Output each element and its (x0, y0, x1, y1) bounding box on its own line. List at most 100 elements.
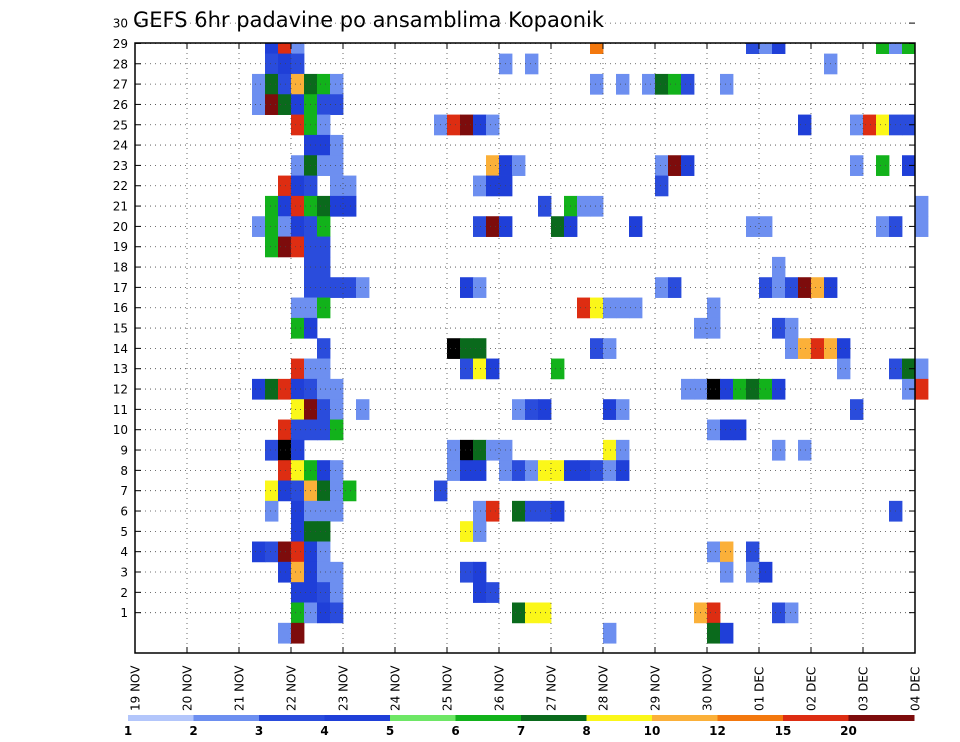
heatmap-cell (265, 216, 279, 237)
heatmap-cell (707, 378, 721, 400)
heatmap-cell (330, 73, 344, 95)
heatmap-cell (317, 155, 331, 176)
heatmap-cells (252, 43, 929, 644)
y-tick-label: 10 (113, 423, 128, 437)
x-tick-label: 27 NOV (545, 665, 559, 711)
heatmap-cell (291, 114, 305, 136)
heatmap-cell (473, 561, 487, 583)
heatmap-cell (291, 216, 305, 237)
y-tick-label: 9 (120, 444, 128, 458)
heatmap-cell (902, 358, 916, 380)
heatmap-cell (603, 460, 617, 481)
heatmap-cell (278, 622, 292, 644)
heatmap-cell (772, 378, 786, 400)
heatmap-cell (538, 399, 552, 420)
heatmap-cell (603, 338, 617, 359)
heatmap-cell (265, 94, 279, 115)
heatmap-cell (915, 195, 929, 217)
heatmap-cell (772, 439, 786, 461)
y-tick-label: 14 (113, 342, 128, 356)
heatmap-cell (343, 195, 357, 217)
heatmap-cell (317, 521, 331, 542)
heatmap-cell (616, 297, 630, 319)
colorbar-label: 8 (582, 724, 590, 738)
heatmap-cell (265, 53, 279, 75)
heatmap-cell (876, 43, 890, 54)
heatmap-cell (291, 460, 305, 481)
colorbar-label: 20 (840, 724, 857, 738)
x-tick-label: 22 NOV (285, 665, 299, 711)
x-tick-label: 02 DEC (805, 667, 819, 711)
heatmap-cell (811, 338, 825, 359)
y-tick-label: 20 (113, 220, 128, 234)
axis-ticks: 1234567891011121314151617181920212223242… (113, 17, 923, 711)
heatmap-cell (317, 602, 331, 624)
heatmap-cell (525, 602, 539, 624)
heatmap-cell (707, 419, 721, 441)
heatmap-cell (291, 73, 305, 95)
heatmap-cell (642, 73, 656, 95)
heatmap-cell (460, 460, 474, 481)
heatmap-cell (720, 561, 734, 583)
heatmap-cell (707, 297, 721, 319)
heatmap-cell (772, 256, 786, 278)
heatmap-cell (252, 216, 266, 237)
heatmap-cell (330, 155, 344, 176)
heatmap-cell (278, 439, 292, 461)
heatmap-cell (447, 338, 461, 359)
x-tick-label: 25 NOV (441, 665, 455, 711)
heatmap-cell (473, 460, 487, 481)
heatmap-cell (343, 480, 357, 502)
y-tick-label: 21 (113, 200, 128, 214)
heatmap-cell (473, 216, 487, 237)
colorbar-label: 15 (775, 724, 792, 738)
y-tick-label: 15 (113, 322, 128, 336)
heatmap-cell (278, 216, 292, 237)
colorbar-label: 7 (517, 724, 525, 738)
heatmap-cell (278, 480, 292, 502)
heatmap-cell (291, 236, 305, 258)
y-tick-label: 7 (120, 484, 128, 498)
heatmap-cell (330, 195, 344, 217)
heatmap-cell (317, 338, 331, 359)
heatmap-cell (343, 277, 357, 298)
heatmap-cell (278, 43, 292, 54)
heatmap-cell (681, 378, 695, 400)
heatmap-cell (486, 582, 500, 603)
heatmap-cell (317, 358, 331, 380)
heatmap-cell (850, 114, 864, 136)
heatmap-cell (590, 43, 604, 54)
heatmap-cell (720, 541, 734, 563)
heatmap-cell (317, 277, 331, 298)
heatmap-cell (265, 480, 279, 502)
heatmap-cell (746, 541, 760, 563)
colorbar-label: 10 (644, 724, 661, 738)
heatmap-cell (733, 378, 747, 400)
heatmap-cell (460, 277, 474, 298)
heatmap-cell (473, 500, 487, 522)
colorbar-swatch (783, 715, 849, 721)
heatmap-cell (291, 582, 305, 603)
heatmap-cell (902, 43, 916, 54)
x-tick-label: 19 NOV (129, 665, 143, 711)
grid-lines (135, 22, 915, 653)
heatmap-cell (525, 53, 539, 75)
x-tick-label: 29 NOV (649, 665, 663, 711)
heatmap-cell (278, 419, 292, 441)
heatmap-cell (772, 277, 786, 298)
heatmap-cell (330, 480, 344, 502)
heatmap-cell (278, 541, 292, 563)
heatmap-cell (551, 500, 565, 522)
heatmap-cell (746, 378, 760, 400)
heatmap-cell (291, 399, 305, 420)
heatmap-cell (291, 378, 305, 400)
heatmap-cell (473, 114, 487, 136)
heatmap-cell (486, 114, 500, 136)
heatmap-cell (317, 399, 331, 420)
y-tick-label: 30 (113, 17, 128, 31)
heatmap-cell (603, 297, 617, 319)
heatmap-cell (538, 460, 552, 481)
heatmap-cell (330, 582, 344, 603)
heatmap-cell (616, 460, 630, 481)
heatmap-cell (590, 195, 604, 217)
